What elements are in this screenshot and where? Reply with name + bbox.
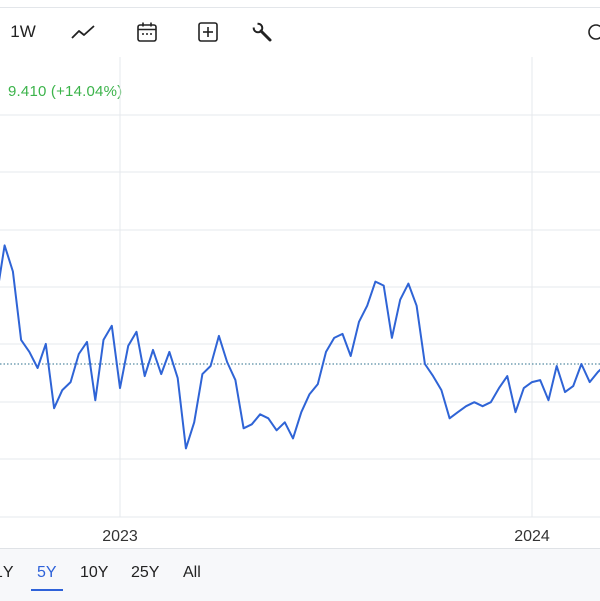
x-tick-label: 2023 <box>102 528 138 545</box>
range-selector-bar: 1Y 5Y 10Y 25Y All <box>0 548 600 601</box>
range-1y[interactable]: 1Y <box>0 564 14 581</box>
series-group <box>0 244 600 450</box>
interval-selector[interactable]: 1W <box>10 22 36 41</box>
range-25y[interactable]: 25Y <box>131 564 160 581</box>
wrench-icon[interactable] <box>245 8 279 56</box>
calendar-icon[interactable] <box>130 8 164 56</box>
vertical-gridlines <box>119 57 533 517</box>
add-indicator-icon[interactable] <box>191 8 225 56</box>
range-10y[interactable]: 10Y <box>80 564 109 581</box>
price-change-label: 9.410 (+14.04%) <box>8 83 123 100</box>
line-chart-icon[interactable] <box>66 8 100 56</box>
settings-icon[interactable] <box>586 8 600 56</box>
price-chart[interactable]: 202320242025 <box>0 0 600 548</box>
x-axis-tick-labels: 202320242025 <box>102 528 550 545</box>
price-series-line <box>0 244 600 450</box>
top-divider <box>0 7 600 8</box>
range-5y[interactable]: 5Y <box>31 553 63 593</box>
x-tick-label: 2024 <box>514 528 550 545</box>
range-all[interactable]: All <box>183 564 201 581</box>
chart-toolbar: 1W <box>0 8 600 56</box>
horizontal-gridlines <box>0 114 600 518</box>
